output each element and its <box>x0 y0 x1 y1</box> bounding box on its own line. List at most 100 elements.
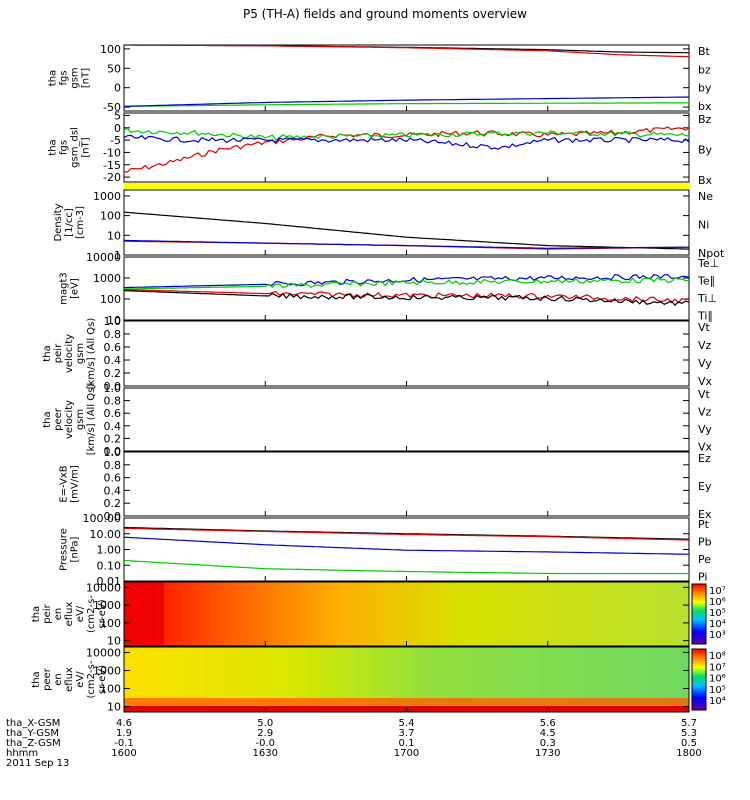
legend-label: Ne <box>698 190 713 203</box>
y-axis-label: eflux <box>64 667 75 692</box>
legend-label: Pi <box>698 570 707 583</box>
y-axis-label: fgs <box>59 140 70 155</box>
y-axis-label: eV/ <box>75 671 86 688</box>
y-tick-label: 1.00 <box>97 544 122 557</box>
legend-label: bx <box>698 100 712 113</box>
colorbar-tick-label: 10⁴ <box>709 619 726 630</box>
x-row-label: tha_Y-GSM <box>6 728 59 739</box>
y-tick-label: 0.2 <box>104 432 122 445</box>
y-axis-label: [nPa] <box>70 536 81 562</box>
legend-label: Vy <box>698 357 712 370</box>
series-line-Ti⊥ <box>124 274 689 289</box>
panel-frame <box>123 320 690 387</box>
figure-title: P5 (TH-A) fields and ground moments over… <box>243 7 527 21</box>
x-row-label: hhmm <box>6 748 38 759</box>
y-axis-label: sr-eV) <box>97 665 108 694</box>
legend-label: Pb <box>698 535 712 548</box>
legend-label: Vt <box>698 388 711 401</box>
y-axis-label: peer <box>53 407 64 431</box>
legend-label: Ey <box>698 480 712 493</box>
legend-label: Vx <box>698 440 713 453</box>
series-line-Pe <box>124 559 689 575</box>
y-axis-label: [km/s] (All Qs) <box>86 318 97 390</box>
panel-8: 100.00 10.00 1.00 0.10 0.01 Pressure [nPa] Pt Pb… <box>59 512 712 588</box>
y-tick-label: 0 <box>114 82 121 95</box>
y-tick-label: 0.2 <box>104 497 122 510</box>
y-axis-label: peir <box>42 603 53 623</box>
y-axis-label: [mV/m] <box>70 465 81 503</box>
y-axis-label: magt3 <box>59 272 70 305</box>
y-tick-label: 100 <box>100 617 121 630</box>
y-tick-label: 50 <box>107 62 121 75</box>
y-tick-label: 100 <box>100 293 121 306</box>
panel-frame <box>123 387 690 452</box>
legend-label: bz <box>698 63 711 76</box>
legend-label: Vz <box>698 405 712 418</box>
y-axis-label: [1/cc] <box>64 208 75 237</box>
x-tick-value: 1600 <box>111 748 136 759</box>
x-tick-value: -0.0 <box>255 738 275 749</box>
x-row-label: tha_Z-GSM <box>6 738 61 749</box>
colorbar-tick-label: 10⁷ <box>709 662 726 673</box>
y-axis-label: eflux <box>64 602 75 627</box>
legend-label: By <box>698 144 713 157</box>
colorbar-tick-label: 10⁵ <box>709 685 726 696</box>
y-tick-label: 0.0 <box>104 445 122 458</box>
panel-frame <box>123 451 690 517</box>
legend-label: Vx <box>698 375 713 388</box>
y-axis-label: [nT] <box>81 137 92 157</box>
x-tick-value: -0.1 <box>114 738 134 749</box>
y-axis-label: E=-VxB <box>59 465 70 502</box>
y-axis-label: eV/ <box>75 605 86 622</box>
y-tick-label: 0.4 <box>104 354 122 367</box>
y-tick-label: 100 <box>100 43 121 56</box>
y-axis-label: gsm <box>75 343 86 364</box>
y-tick-label: 0 <box>114 122 121 135</box>
legend-label: Ti∥ <box>697 309 713 322</box>
x-tick-value: 2.9 <box>257 728 273 739</box>
y-axis-label: [eV] <box>70 278 81 299</box>
y-tick-label: 0.0 <box>104 510 122 523</box>
y-tick-label: 0.10 <box>97 559 122 572</box>
y-axis-label: (cm2-s- <box>86 660 97 698</box>
panel-1: 100 50 0 -50 tha fgs gsm [nT] Bt bz by bx <box>48 43 712 114</box>
legend-label: Te∥ <box>697 274 715 287</box>
legend-label: Te⊥ <box>697 257 719 270</box>
y-axis-label: Pressure <box>59 528 70 571</box>
y-axis-label: gsm_dsl <box>70 127 81 168</box>
legend-label: Vy <box>698 423 712 436</box>
y-tick-label: 1 <box>114 249 121 262</box>
y-tick-label: 0.01 <box>97 575 122 588</box>
y-axis-label: [km/s] (All Qs) <box>86 384 97 456</box>
y-axis-label: sr-eV) <box>97 599 108 628</box>
legend-label: Bt <box>698 45 711 58</box>
panel-frame <box>123 44 690 112</box>
y-tick-label: 5 <box>114 109 121 122</box>
legend-label: Vt <box>698 321 711 334</box>
y-tick-label: -15 <box>103 159 121 172</box>
y-tick-label: 1.0 <box>104 315 122 328</box>
y-tick-label: -20 <box>103 171 121 184</box>
legend-label: Ez <box>698 452 711 465</box>
colorbar-tick-label: 10⁶ <box>709 674 726 685</box>
y-tick-label: -10 <box>103 146 121 159</box>
colorbar-tick-label: 10⁶ <box>709 597 726 608</box>
panel-2: 50-5-10-15-20 tha fgs gsm_dsl [nT] Bz By Bx <box>48 109 713 189</box>
y-tick-label: 1000 <box>93 599 121 612</box>
series-line-Bt <box>124 45 689 54</box>
colorbar <box>691 583 707 645</box>
x-tick-value: 1.9 <box>116 728 132 739</box>
legend-label: Ni <box>698 219 709 232</box>
legend-label: Bz <box>698 113 712 126</box>
panel-frame <box>123 112 690 183</box>
y-axis-label: gsm <box>70 67 81 88</box>
x-tick-value: 5.6 <box>540 718 556 729</box>
series-line-Pi <box>124 536 689 555</box>
y-tick-label: 1.0 <box>104 446 122 459</box>
y-tick-label: 100 <box>100 210 121 223</box>
